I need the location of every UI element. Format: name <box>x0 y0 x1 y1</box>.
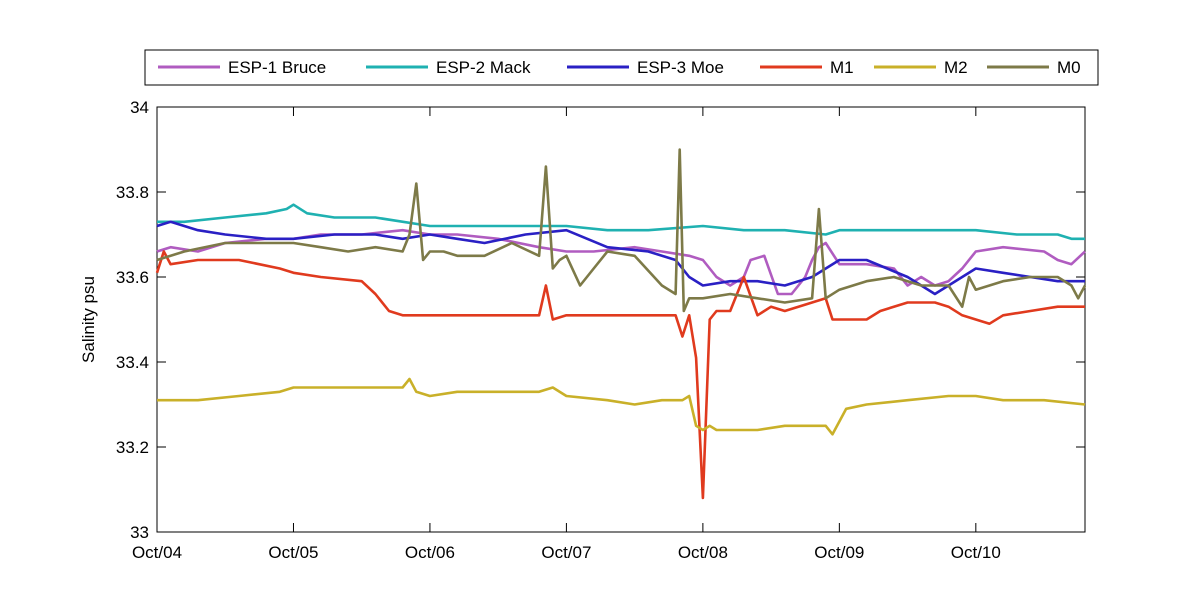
axis-ticks: Oct/04 Oct/05 Oct/06 Oct/07 Oct/08 Oct/09 Oct/… <box>116 98 1085 562</box>
plot-area <box>156 106 1086 533</box>
y-tick-label: 33.8 <box>116 183 149 202</box>
x-tick-label: Oct/05 <box>268 543 318 562</box>
x-tick-label: Oct/10 <box>951 543 1001 562</box>
y-tick-label: 33 <box>130 523 149 542</box>
legend-label-2: ESP-2 Mack <box>436 58 531 77</box>
legend: ESP-1 Bruce ESP-2 Mack ESP-3 Moe M1 M2 M0 <box>144 49 1099 86</box>
legend-label-3: ESP-3 Moe <box>637 58 724 77</box>
legend-label-1: ESP-1 Bruce <box>228 58 326 77</box>
x-tick-label: Oct/06 <box>405 543 455 562</box>
series-line-2 <box>157 203 1085 241</box>
y-tick-label: 33.2 <box>116 438 149 457</box>
series-line-6 <box>156 148 1087 313</box>
series-line-5 <box>157 377 1086 436</box>
y-tick-label: 33.4 <box>116 353 149 372</box>
x-tick-label: Oct/07 <box>541 543 591 562</box>
series-layer <box>155 148 1087 500</box>
y-tick-label: 33.6 <box>116 268 149 287</box>
x-tick-label: Oct/04 <box>132 543 182 562</box>
y-tick-label: 34 <box>130 98 149 117</box>
legend-label-4: M1 <box>830 58 854 77</box>
legend-label-5: M2 <box>944 58 968 77</box>
legend-label-6: M0 <box>1057 58 1081 77</box>
x-tick-label: Oct/08 <box>678 543 728 562</box>
x-tick-label: Oct/09 <box>814 543 864 562</box>
y-axis-label: Salinity psu <box>79 276 98 363</box>
